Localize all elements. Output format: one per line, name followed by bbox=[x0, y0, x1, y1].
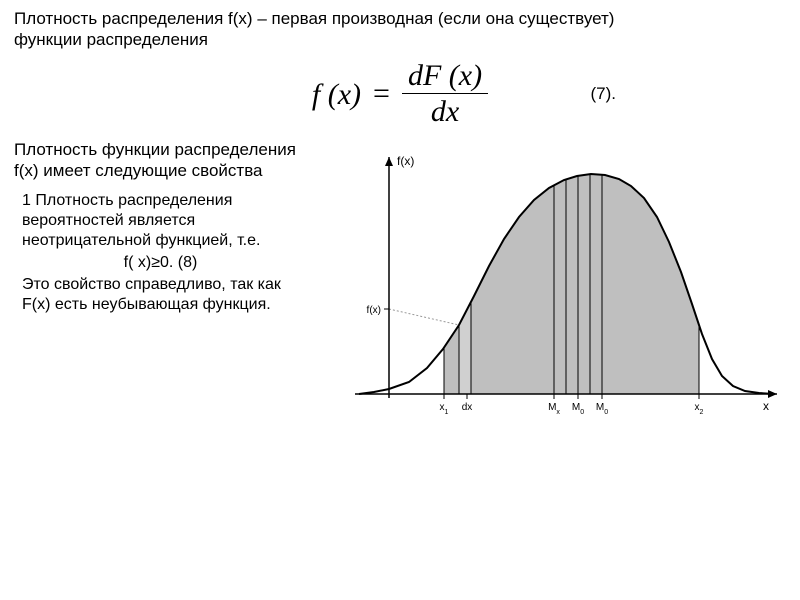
fraction-bar bbox=[402, 93, 488, 94]
formula: f (x) = dF (x) dx bbox=[312, 60, 488, 128]
heading: Плотность распределения f(x) – первая пр… bbox=[14, 8, 786, 51]
equation-number: (7). bbox=[591, 84, 617, 104]
density-chart: f(x)xf(x)x1dxMxM0M0x2 bbox=[309, 139, 789, 429]
heading-line1: Плотность распределения f(x) – первая пр… bbox=[14, 9, 614, 28]
property-1: 1 Плотность распределения вероятностей я… bbox=[14, 191, 299, 315]
formula-lhs: f (x) bbox=[312, 76, 361, 112]
subheading: Плотность функции распределения f(x) име… bbox=[14, 139, 299, 182]
property-1-text-b: Это свойство справедливо, так как F(x) е… bbox=[22, 275, 299, 315]
property-1-text-a: 1 Плотность распределения вероятностей я… bbox=[22, 191, 299, 251]
formula-den: dx bbox=[425, 96, 465, 128]
formula-num: dF (x) bbox=[402, 60, 488, 92]
heading-line2: функции распределения bbox=[14, 30, 208, 49]
svg-text:x: x bbox=[763, 399, 769, 413]
svg-text:f(x): f(x) bbox=[397, 154, 414, 168]
property-1-inequality: f( x)≥0. (8) bbox=[22, 253, 299, 273]
formula-eq: = bbox=[369, 77, 394, 111]
svg-text:f(x): f(x) bbox=[367, 305, 381, 316]
svg-text:dx: dx bbox=[462, 402, 473, 413]
formula-row: f (x) = dF (x) dx (7). bbox=[14, 55, 786, 133]
formula-fraction: dF (x) dx bbox=[402, 60, 488, 128]
